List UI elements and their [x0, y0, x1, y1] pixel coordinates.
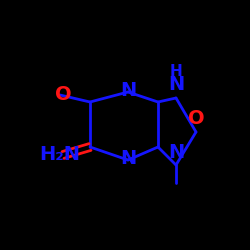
Text: N: N [120, 148, 136, 168]
Text: O: O [188, 108, 204, 128]
Text: N: N [168, 76, 184, 94]
Text: H: H [170, 64, 182, 80]
Text: N: N [168, 142, 184, 162]
Text: N: N [120, 80, 136, 100]
Text: H₂N: H₂N [40, 146, 80, 165]
Text: O: O [55, 86, 71, 104]
